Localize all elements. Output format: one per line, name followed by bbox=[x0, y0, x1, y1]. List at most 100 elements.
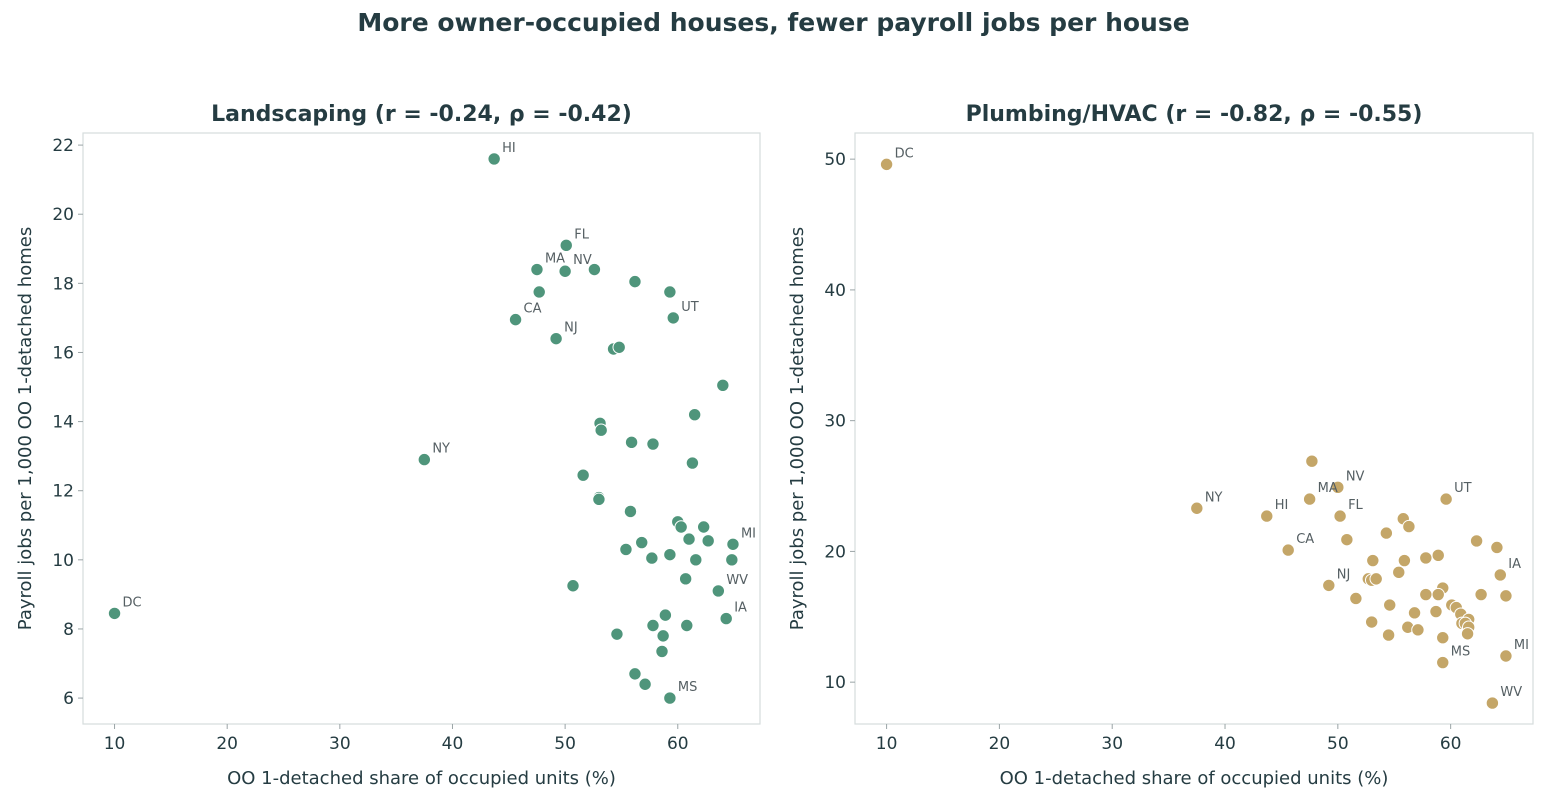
y-tick-label: 14 bbox=[52, 413, 74, 433]
data-point bbox=[566, 579, 580, 593]
data-point bbox=[619, 542, 633, 557]
data-point bbox=[1439, 492, 1453, 506]
data-point bbox=[549, 331, 563, 346]
data-point bbox=[635, 535, 649, 550]
data-point bbox=[646, 618, 660, 633]
point-label: WV bbox=[726, 573, 748, 588]
data-point bbox=[1436, 631, 1450, 645]
data-point bbox=[1340, 532, 1354, 547]
data-point bbox=[701, 534, 715, 548]
data-point bbox=[1431, 587, 1445, 602]
point-label: FL bbox=[1348, 498, 1363, 513]
data-point bbox=[696, 520, 711, 534]
data-point bbox=[726, 537, 740, 551]
x-tick-label: 50 bbox=[554, 734, 576, 754]
data-point bbox=[719, 611, 733, 626]
data-point bbox=[645, 551, 659, 565]
x-axis-label: OO 1-detached share of occupied units (%… bbox=[227, 768, 616, 789]
x-tick-label: 10 bbox=[876, 734, 898, 754]
data-point bbox=[1322, 578, 1336, 593]
data-point bbox=[678, 572, 693, 586]
point-label: IA bbox=[1508, 557, 1521, 572]
point-label: NJ bbox=[564, 321, 578, 336]
data-point bbox=[1392, 565, 1406, 580]
data-point bbox=[107, 606, 122, 621]
point-label: NY bbox=[1205, 490, 1223, 505]
x-tick-label: 30 bbox=[1101, 734, 1123, 754]
point-label: NY bbox=[432, 442, 450, 457]
plot-frame bbox=[82, 132, 761, 725]
point-label: HI bbox=[1275, 498, 1289, 513]
y-tick-label: 12 bbox=[52, 482, 74, 502]
data-point bbox=[1381, 628, 1396, 642]
data-point bbox=[417, 452, 432, 467]
point-label: FL bbox=[574, 227, 589, 242]
point-label: WV bbox=[1500, 685, 1522, 700]
point-label: CA bbox=[1296, 532, 1314, 547]
data-point bbox=[610, 627, 624, 641]
data-point bbox=[1474, 587, 1488, 602]
data-point bbox=[559, 238, 573, 253]
data-point bbox=[624, 435, 639, 450]
data-point bbox=[628, 274, 642, 289]
point-label: DC bbox=[123, 595, 142, 610]
y-tick-label: 50 bbox=[824, 150, 846, 170]
data-point bbox=[576, 468, 590, 482]
data-point bbox=[612, 340, 626, 354]
point-label: MI bbox=[741, 526, 756, 541]
y-axis-label: Payroll jobs per 1,000 OO 1-detached hom… bbox=[787, 227, 808, 630]
y-tick-label: 20 bbox=[52, 205, 74, 225]
point-label: UT bbox=[1454, 481, 1472, 496]
data-point bbox=[628, 667, 642, 681]
data-point bbox=[623, 504, 638, 519]
plumbing-hvac-panel: Plumbing/HVAC (r = -0.82, ρ = -0.55) 10 20… bbox=[787, 102, 1534, 789]
data-point bbox=[663, 285, 677, 299]
data-point bbox=[487, 152, 501, 166]
data-point bbox=[687, 407, 702, 422]
y-tick-label: 16 bbox=[52, 343, 74, 363]
data-point bbox=[1281, 543, 1295, 557]
data-point bbox=[592, 492, 606, 507]
y-tick-label: 22 bbox=[52, 136, 74, 156]
data-point bbox=[1429, 604, 1443, 619]
data-point bbox=[682, 532, 696, 546]
point-label: NV bbox=[1346, 469, 1365, 484]
point-label: MA bbox=[545, 252, 565, 267]
point-label: MS bbox=[678, 680, 697, 695]
data-point bbox=[658, 608, 673, 622]
x-tick-label: 60 bbox=[667, 734, 689, 754]
x-tick-label: 40 bbox=[1214, 734, 1236, 754]
data-point bbox=[711, 584, 726, 598]
point-label: NJ bbox=[1337, 567, 1351, 582]
y-tick-label: 40 bbox=[824, 281, 846, 301]
y-tick-label: 18 bbox=[52, 274, 74, 294]
data-point bbox=[655, 644, 669, 659]
data-point bbox=[646, 437, 660, 451]
data-point bbox=[1369, 572, 1383, 586]
point-label: MA bbox=[1318, 481, 1338, 496]
data-point bbox=[1383, 598, 1397, 612]
figure-title: More owner-occupied houses, fewer payrol… bbox=[357, 8, 1190, 37]
data-point bbox=[1490, 540, 1504, 555]
point-label: MS bbox=[1451, 645, 1470, 660]
data-point bbox=[1493, 568, 1507, 582]
y-tick-label: 6 bbox=[63, 689, 74, 709]
data-point bbox=[716, 378, 730, 392]
data-point bbox=[1333, 509, 1347, 523]
data-point bbox=[725, 553, 739, 567]
data-point bbox=[1499, 649, 1513, 663]
data-point bbox=[879, 157, 894, 172]
x-tick-label: 10 bbox=[104, 734, 126, 754]
data-point bbox=[1364, 615, 1379, 629]
data-point bbox=[656, 629, 670, 643]
panel-title: Landscaping (r = -0.24, ρ = -0.42) bbox=[211, 102, 632, 127]
data-point bbox=[1366, 553, 1380, 568]
data-point bbox=[1407, 606, 1422, 620]
data-point bbox=[1331, 480, 1345, 495]
data-point bbox=[638, 677, 652, 691]
x-tick-label: 50 bbox=[1327, 734, 1349, 754]
data-point bbox=[1419, 551, 1433, 565]
data-point bbox=[1431, 548, 1445, 563]
x-tick-label: 20 bbox=[989, 734, 1011, 754]
x-tick-label: 60 bbox=[1440, 734, 1462, 754]
